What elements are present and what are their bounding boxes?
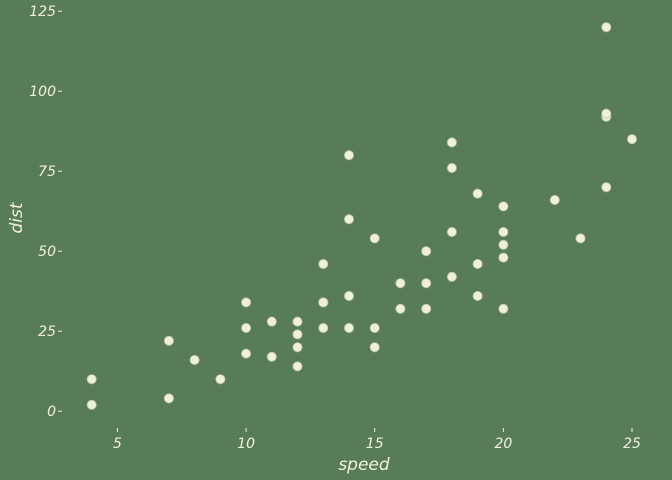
data-point-12	[292, 342, 303, 353]
data-point-35	[472, 290, 483, 301]
data-point-7	[241, 322, 252, 333]
y-tick-label-100: 100	[29, 84, 56, 100]
y-axis: 0 25 50 75 100 125	[29, 4, 62, 420]
y-tick-label-25: 25	[38, 324, 56, 340]
data-point-28	[421, 303, 432, 314]
data-point-8	[241, 297, 252, 308]
x-axis-title: speed	[338, 455, 390, 475]
data-point-1	[86, 374, 97, 385]
data-point-37	[472, 188, 483, 199]
x-tick-label-5: 5	[113, 436, 122, 452]
data-point-18	[318, 258, 329, 269]
data-point-2	[163, 393, 174, 404]
data-point-15	[318, 322, 329, 333]
data-point-0	[86, 399, 97, 410]
data-point-21	[343, 214, 354, 225]
data-point-42	[498, 201, 509, 212]
x-tick-label-15: 15	[366, 436, 384, 452]
x-tick-label-25: 25	[623, 436, 641, 452]
data-point-43	[549, 194, 560, 205]
data-point-32	[446, 226, 457, 237]
data-point-13	[292, 329, 303, 340]
data-point-27	[395, 278, 406, 289]
y-tick-label-125: 125	[29, 4, 56, 20]
data-point-6	[241, 348, 252, 359]
data-point-14	[292, 316, 303, 327]
data-point-23	[369, 342, 380, 353]
data-point-40	[498, 239, 509, 250]
y-axis-title: dist	[7, 201, 27, 233]
data-point-9	[266, 351, 277, 362]
data-point-25	[369, 233, 380, 244]
y-tick-label-75: 75	[38, 164, 56, 180]
data-point-30	[421, 246, 432, 257]
data-point-26	[395, 303, 406, 314]
x-tick-label-10: 10	[237, 436, 255, 452]
data-point-49	[627, 134, 638, 145]
data-point-10	[266, 316, 277, 327]
data-point-5	[215, 374, 226, 385]
data-point-22	[343, 150, 354, 161]
data-point-48	[601, 22, 612, 33]
data-point-29	[421, 278, 432, 289]
data-point-11	[292, 361, 303, 372]
data-point-34	[446, 137, 457, 148]
data-point-19	[343, 322, 354, 333]
y-tick-label-0: 0	[47, 404, 56, 420]
data-point-3	[163, 335, 174, 346]
data-point-45	[601, 182, 612, 193]
data-point-4	[189, 354, 200, 365]
data-point-20	[343, 290, 354, 301]
points-layer	[86, 22, 638, 410]
data-point-17	[318, 297, 329, 308]
data-point-47	[601, 108, 612, 119]
data-point-33	[446, 162, 457, 173]
data-point-31	[446, 271, 457, 282]
data-point-36	[472, 258, 483, 269]
data-point-44	[575, 233, 586, 244]
data-point-38	[498, 303, 509, 314]
x-tick-label-20: 20	[494, 436, 512, 452]
data-point-39	[498, 252, 509, 263]
data-point-24	[369, 322, 380, 333]
y-tick-label-50: 50	[38, 244, 56, 260]
data-point-41	[498, 226, 509, 237]
x-axis: 5 10 15 20 25	[113, 428, 641, 452]
